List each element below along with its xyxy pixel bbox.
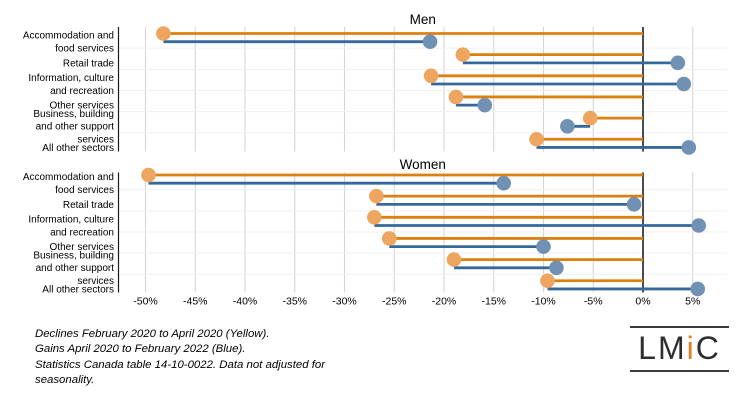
svg-text:5%: 5% bbox=[685, 296, 700, 308]
svg-text:and other support: and other support bbox=[36, 263, 115, 274]
svg-text:-10%: -10% bbox=[531, 296, 556, 308]
svg-text:and other support: and other support bbox=[36, 122, 115, 133]
svg-text:All other sectors: All other sectors bbox=[42, 284, 114, 295]
svg-text:Information, culture: Information, culture bbox=[28, 215, 114, 226]
footnote-line-gains: Gains April 2020 to February 2022 (Blue)… bbox=[35, 343, 246, 356]
lmic-logo-text: LMiC bbox=[638, 330, 721, 366]
svg-text:-20%: -20% bbox=[432, 296, 457, 308]
svg-text:-35%: -35% bbox=[282, 296, 307, 308]
logo-seg-c: C bbox=[695, 330, 721, 366]
svg-text:Men: Men bbox=[410, 12, 436, 27]
svg-text:Business, building: Business, building bbox=[33, 250, 114, 261]
svg-text:Information, culture: Information, culture bbox=[28, 73, 114, 84]
svg-text:and recreation: and recreation bbox=[50, 227, 114, 238]
svg-text:Business, building: Business, building bbox=[33, 109, 114, 120]
svg-text:Other services: Other services bbox=[50, 242, 114, 253]
svg-text:-45%: -45% bbox=[183, 296, 208, 308]
svg-text:-50%: -50% bbox=[133, 296, 158, 308]
svg-text:-30%: -30% bbox=[332, 296, 357, 308]
svg-text:Retail trade: Retail trade bbox=[63, 200, 115, 211]
svg-text:Retail trade: Retail trade bbox=[63, 58, 115, 69]
svg-text:Accommodation and: Accommodation and bbox=[23, 172, 114, 183]
svg-text:food services: food services bbox=[55, 44, 114, 55]
svg-text:food services: food services bbox=[55, 185, 114, 196]
svg-text:All other sectors: All other sectors bbox=[42, 143, 114, 154]
svg-text:-5%: -5% bbox=[584, 296, 603, 308]
logo-seg-lm: LM bbox=[638, 330, 687, 366]
footnote: Declines February 2020 to April 2020 (Ye… bbox=[35, 327, 325, 388]
svg-text:-25%: -25% bbox=[382, 296, 407, 308]
footnote-line-seasonality: seasonality. bbox=[35, 373, 95, 386]
svg-text:and recreation: and recreation bbox=[50, 86, 114, 97]
logo-seg-i: i bbox=[686, 330, 696, 366]
svg-text:services: services bbox=[77, 276, 114, 287]
svg-text:Accommodation and: Accommodation and bbox=[23, 31, 114, 42]
svg-text:0%: 0% bbox=[635, 296, 650, 308]
svg-text:-40%: -40% bbox=[233, 296, 258, 308]
svg-text:Other services: Other services bbox=[50, 101, 114, 112]
footnote-line-declines: Declines February 2020 to April 2020 (Ye… bbox=[35, 328, 270, 340]
svg-text:services: services bbox=[77, 135, 114, 146]
svg-text:-15%: -15% bbox=[481, 296, 506, 308]
lmic-logo: LMiC bbox=[630, 326, 729, 372]
dumbbell-chart-canvas: Men Accommodation and food services Retail … bbox=[23, 12, 727, 308]
footnote-line-source: Statistics Canada table 14-10-0022. Data… bbox=[35, 358, 326, 371]
svg-text:Women: Women bbox=[400, 157, 446, 172]
